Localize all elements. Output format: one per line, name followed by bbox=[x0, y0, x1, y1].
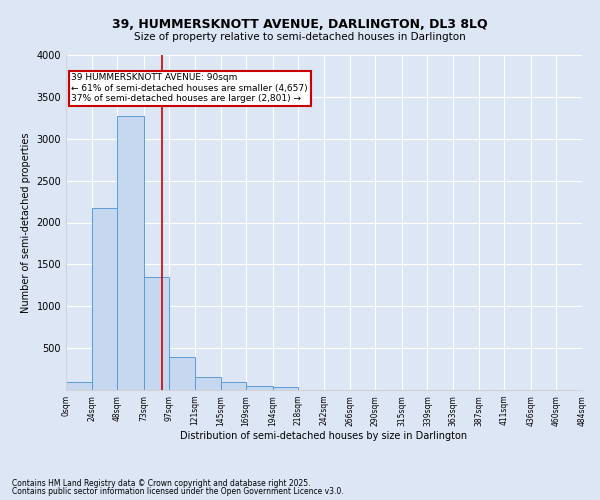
Bar bbox=[169, 356, 195, 390]
Text: Contains HM Land Registry data © Crown copyright and database right 2025.: Contains HM Land Registry data © Crown c… bbox=[12, 478, 311, 488]
Text: 39 HUMMERSKNOTT AVENUE: 90sqm
← 61% of semi-detached houses are smaller (4,657)
: 39 HUMMERSKNOTT AVENUE: 90sqm ← 61% of s… bbox=[71, 74, 308, 103]
Bar bbox=[195, 378, 221, 390]
Bar bbox=[246, 386, 273, 390]
Text: Size of property relative to semi-detached houses in Darlington: Size of property relative to semi-detach… bbox=[134, 32, 466, 42]
Text: Contains public sector information licensed under the Open Government Licence v3: Contains public sector information licen… bbox=[12, 487, 344, 496]
Bar bbox=[92, 208, 117, 390]
Bar bbox=[66, 382, 92, 390]
Bar bbox=[273, 386, 298, 390]
Text: 39, HUMMERSKNOTT AVENUE, DARLINGTON, DL3 8LQ: 39, HUMMERSKNOTT AVENUE, DARLINGTON, DL3… bbox=[112, 18, 488, 30]
Bar bbox=[221, 382, 246, 390]
X-axis label: Distribution of semi-detached houses by size in Darlington: Distribution of semi-detached houses by … bbox=[181, 432, 467, 442]
Bar bbox=[144, 277, 169, 390]
Bar bbox=[117, 116, 144, 390]
Y-axis label: Number of semi-detached properties: Number of semi-detached properties bbox=[21, 132, 31, 313]
